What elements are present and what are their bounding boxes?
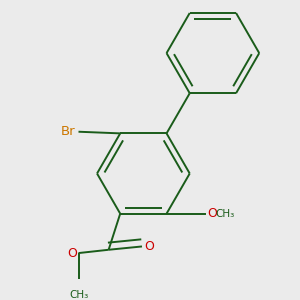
Text: O: O — [67, 247, 77, 260]
Text: CH₃: CH₃ — [69, 290, 88, 300]
Text: Br: Br — [61, 125, 76, 138]
Text: O: O — [207, 207, 217, 220]
Text: O: O — [145, 240, 154, 253]
Text: CH₃: CH₃ — [215, 208, 235, 219]
